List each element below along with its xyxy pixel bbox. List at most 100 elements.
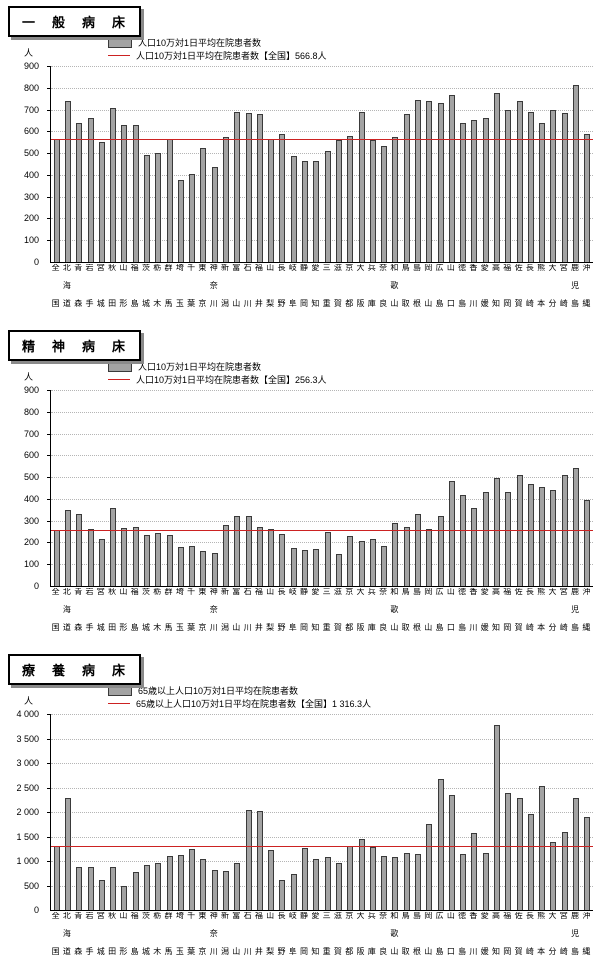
x-tick-char: 庫 (367, 299, 376, 308)
x-tick-label: 宮城 (95, 264, 106, 308)
x-tick-char: 手 (85, 623, 94, 632)
x-tick-char: 梨 (266, 623, 275, 632)
x-tick-label: 福島 (129, 264, 140, 308)
x-tick-char: 岡 (300, 623, 309, 632)
x-tick-char: 島 (412, 264, 421, 272)
x-tick-char: 秋 (108, 912, 117, 920)
x-tick-char: 佐 (514, 588, 523, 596)
x-tick-label: 山梨 (265, 912, 276, 956)
x-tick-label: 沖縄 (581, 264, 592, 308)
gridline (51, 218, 593, 220)
x-tick-char: 知 (492, 623, 501, 632)
x-tick-char: 山 (424, 947, 433, 956)
x-tick-char: 京 (198, 947, 207, 956)
bar (335, 863, 342, 910)
x-tick-char: 京 (345, 912, 354, 920)
bar (53, 138, 60, 262)
x-tick-char: 鹿 (571, 588, 580, 596)
axis-tick (47, 66, 51, 67)
legend-bar-label: 65歳以上人口10万対1日平均在院患者数 (138, 686, 299, 696)
x-tick-label: 福岡 (502, 588, 513, 632)
x-tick-char: 静 (300, 588, 309, 596)
x-tick-label: 茨城 (140, 912, 151, 956)
x-tick-char: 庫 (367, 947, 376, 956)
y-tick-label: 1 500 (16, 831, 39, 842)
x-tick-char: 岡 (424, 912, 433, 920)
y-axis-labels: 0 100 200 300 400 500 600 700 800 900 (0, 385, 45, 591)
axis-tick (47, 520, 51, 522)
x-tick-char: 島 (571, 623, 580, 632)
bar (256, 113, 263, 262)
x-tick-char: 取 (401, 299, 410, 308)
x-tick-char: 東 (198, 264, 207, 272)
x-tick-char: 重 (322, 623, 331, 632)
x-tick-label: 愛知 (310, 264, 321, 308)
bar (448, 481, 455, 586)
x-tick-label: 高知 (490, 588, 501, 632)
x-tick-label: 宮城 (95, 912, 106, 956)
axis-tick (47, 542, 51, 544)
bar (471, 833, 478, 910)
gridline (51, 542, 593, 544)
bar (189, 848, 196, 910)
x-tick-label: 岐阜 (287, 588, 298, 632)
x-tick-char: 三 (322, 912, 331, 920)
bar (234, 111, 241, 262)
bar (121, 124, 128, 262)
axis-tick (47, 812, 51, 813)
x-tick-char: 秋 (108, 588, 117, 596)
x-tick-label: 全国 (50, 588, 61, 632)
x-tick-label: 愛媛 (479, 264, 490, 308)
x-tick-char: 兵 (367, 588, 376, 596)
bar (471, 120, 478, 262)
x-tick-label: 福岡 (502, 912, 513, 956)
x-tick-label: 北海道 (61, 912, 72, 956)
y-tick-label: 800 (23, 82, 39, 93)
bar (561, 831, 568, 910)
x-tick-char: 取 (401, 623, 410, 632)
x-tick-char: 山 (119, 588, 128, 596)
x-tick-label: 広島 (434, 912, 445, 956)
x-tick-char: 福 (130, 264, 139, 272)
bar (584, 499, 591, 586)
x-tick-char: 山 (390, 623, 399, 632)
x-tick-label: 東京 (197, 912, 208, 956)
x-tick-char: 高 (492, 588, 501, 596)
bar (426, 824, 433, 910)
x-tick-char: 富 (232, 912, 241, 920)
bar (426, 100, 433, 262)
bar (302, 160, 309, 262)
y-tick-label: 100 (23, 235, 39, 246)
x-tick-label: 静岡 (298, 588, 309, 632)
x-tick-char: 口 (446, 947, 455, 956)
x-tick-char: 和 (390, 264, 399, 272)
x-tick-char: 川 (209, 299, 218, 308)
x-tick-char: 崎 (525, 623, 534, 632)
x-tick-char: 知 (311, 947, 320, 956)
x-tick-label: 福井 (253, 912, 264, 956)
x-tick-char: 長 (525, 588, 534, 596)
x-tick-char: 埼 (175, 588, 184, 596)
bar (189, 545, 196, 586)
x-tick-char: 青 (74, 588, 83, 596)
bar (437, 516, 444, 586)
bar (177, 180, 184, 262)
bar (482, 118, 489, 262)
x-tick-char: 宮 (559, 588, 568, 596)
x-tick-char: 潟 (221, 299, 230, 308)
legend-bar-swatch (108, 361, 132, 372)
x-tick-char: 潟 (221, 623, 230, 632)
x-tick-char: 川 (209, 947, 218, 956)
chart-title-psychiatric: 精 神 病 床 (8, 330, 142, 361)
axis-tick (47, 498, 51, 500)
bar (143, 155, 150, 262)
x-tick-char: 愛 (311, 588, 320, 596)
bar (494, 93, 501, 262)
bar (482, 853, 489, 910)
x-tick-char: 三 (322, 264, 331, 272)
bar (132, 527, 139, 586)
bar (516, 100, 523, 262)
bar (584, 133, 591, 262)
x-tick-char: 川 (469, 623, 478, 632)
x-tick-char: 奈 (209, 929, 218, 938)
